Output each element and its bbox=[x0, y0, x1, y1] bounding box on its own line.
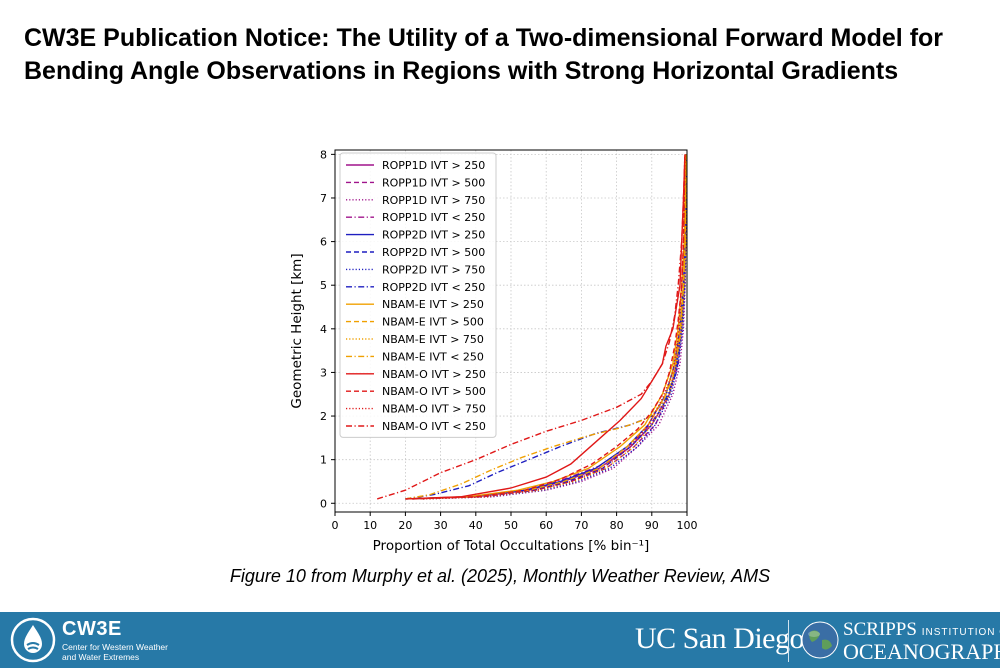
legend-label: NBAM-E IVT > 250 bbox=[382, 298, 484, 311]
chart-legend: ROPP1D IVT > 250 ROPP1D IVT > 500 ROPP1D I… bbox=[339, 152, 497, 438]
figure-caption: Figure 10 from Murphy et al. (2025), Mon… bbox=[229, 566, 771, 586]
legend-label: ROPP1D IVT > 750 bbox=[382, 194, 485, 207]
x-tick-label: 60 bbox=[539, 519, 553, 532]
y-tick-label: 7 bbox=[320, 192, 327, 205]
legend-label: NBAM-O IVT > 500 bbox=[382, 385, 486, 398]
cw3e-water-drop-logo-icon bbox=[10, 617, 56, 663]
y-tick-label: 1 bbox=[320, 454, 327, 467]
legend-label: NBAM-O IVT < 250 bbox=[382, 420, 486, 433]
legend-label: ROPP1D IVT > 250 bbox=[382, 159, 485, 172]
scripps-wordmark-line1: SCRIPPS INSTITUTION OF bbox=[843, 619, 1000, 641]
footer-bar: CW3E Center for Western Weather and Wate… bbox=[0, 612, 1000, 668]
series-line-nbam-o-ivt-250 bbox=[376, 154, 686, 500]
footer-divider bbox=[788, 620, 789, 662]
chart-ticks: 0 10 20 30 40 50 60 70 80 90 100 0 1 2 3 4 5 6 7 8 bbox=[320, 148, 698, 532]
x-tick-label: 80 bbox=[610, 519, 624, 532]
x-tick-label: 50 bbox=[504, 519, 518, 532]
x-tick-label: 10 bbox=[363, 519, 377, 532]
uc-san-diego-wordmark: UC San Diego bbox=[635, 622, 805, 655]
y-tick-label: 3 bbox=[320, 366, 327, 379]
x-tick-label: 20 bbox=[398, 519, 412, 532]
x-tick-label: 40 bbox=[469, 519, 483, 532]
height-distribution-chart: 0 10 20 30 40 50 60 70 80 90 100 0 1 2 3 4 5 6 7 8 Proporti… bbox=[289, 148, 698, 554]
legend-label: NBAM-E IVT < 250 bbox=[382, 350, 484, 363]
series-line-nbam-e-ivt-250 bbox=[405, 154, 687, 500]
legend-label: ROPP2D IVT > 250 bbox=[382, 229, 485, 242]
x-tick-label: 100 bbox=[677, 519, 698, 532]
y-tick-label: 0 bbox=[320, 497, 327, 510]
scripps-institution-of: INSTITUTION OF bbox=[921, 627, 1000, 638]
y-tick-label: 5 bbox=[320, 279, 327, 292]
y-tick-label: 4 bbox=[320, 323, 327, 336]
legend-label: ROPP1D IVT < 250 bbox=[382, 211, 485, 224]
slide-title: CW3E Publication Notice: The Utility of … bbox=[24, 24, 944, 85]
y-tick-label: 2 bbox=[320, 410, 327, 423]
legend-label: NBAM-O IVT > 750 bbox=[382, 403, 486, 416]
scripps-wordmark-line2: OCEANOGRAPHY bbox=[843, 639, 1000, 664]
x-tick-label: 90 bbox=[645, 519, 659, 532]
series-line-nbam-o-ivt-750 bbox=[422, 154, 686, 500]
cw3e-subtitle: Center for Western Weather and Water Ext… bbox=[62, 642, 168, 662]
cw3e-name: CW3E bbox=[62, 618, 122, 640]
y-axis-label: Geometric Height [km] bbox=[289, 253, 305, 408]
legend-label: ROPP1D IVT > 500 bbox=[382, 176, 485, 189]
series-line-ropp2d-ivt-250 bbox=[405, 154, 687, 500]
x-tick-label: 0 bbox=[332, 519, 339, 532]
legend-label: NBAM-E IVT > 500 bbox=[382, 316, 484, 329]
series-line-ropp1d-ivt-750 bbox=[422, 154, 687, 500]
x-axis-label: Proportion of Total Occultations [% bin⁻… bbox=[373, 538, 650, 554]
legend-label: ROPP2D IVT > 500 bbox=[382, 246, 485, 259]
y-tick-label: 8 bbox=[320, 148, 327, 161]
series-line-nbam-e-ivt-750 bbox=[422, 154, 688, 500]
scripps-name: SCRIPPS bbox=[843, 619, 917, 640]
legend-label: ROPP2D IVT > 750 bbox=[382, 263, 485, 276]
globe-icon bbox=[801, 621, 839, 659]
legend-label: ROPP2D IVT < 250 bbox=[382, 281, 485, 294]
legend-box bbox=[339, 152, 497, 438]
x-tick-label: 70 bbox=[574, 519, 588, 532]
legend-label: NBAM-O IVT > 250 bbox=[382, 368, 486, 381]
legend-label: NBAM-E IVT > 750 bbox=[382, 333, 484, 346]
x-tick-label: 30 bbox=[434, 519, 448, 532]
chart-series-layer bbox=[376, 154, 688, 500]
y-tick-label: 6 bbox=[320, 236, 327, 249]
